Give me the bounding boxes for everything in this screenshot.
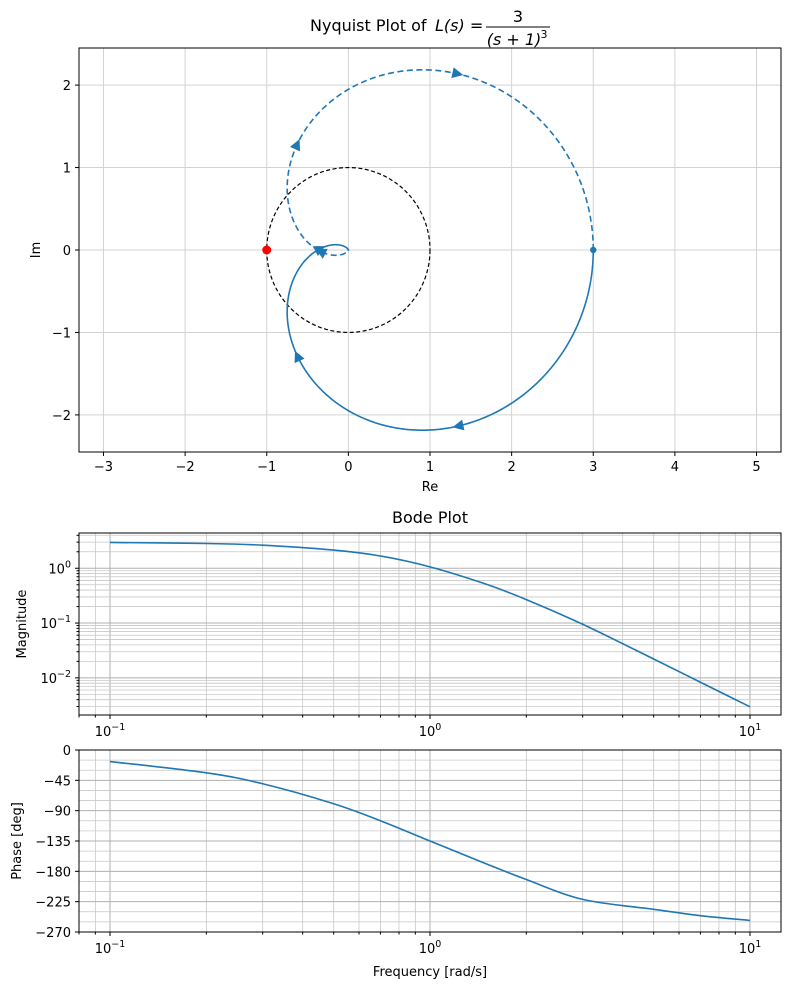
nyquist-direction-arrow [315, 248, 328, 259]
bode-magnitude-data [110, 541, 751, 708]
nyquist-x-tick-label: −3 [94, 460, 113, 475]
nyquist-x-tick-label: 2 [507, 460, 515, 475]
bode-magnitude-x-tick-label: 10−1 [95, 722, 126, 740]
nyquist-direction-arrow [451, 67, 464, 79]
nyquist-curve-positive-freq [286, 243, 595, 432]
nyquist-title: Nyquist Plot of L(s) = 3(s + 1) 3 [310, 7, 550, 49]
bode-phase-curve [109, 760, 751, 922]
nyquist-y-tick-label: 0 [63, 244, 71, 259]
nyquist-x-tick-label: −1 [257, 460, 276, 475]
bode-phase-x-tick-label: 10−1 [95, 939, 126, 957]
nyquist-title-numerator: 3 [513, 7, 523, 26]
nyquist-x-tick-label: −2 [176, 460, 195, 475]
nyquist-y-tick-label: 2 [63, 79, 71, 94]
nyquist-frame [78, 47, 782, 453]
nyquist-x-tick-label: 3 [589, 460, 597, 475]
bode-magnitude-x-tick-label: 101 [739, 722, 762, 740]
bode-phase-y-tick-label: −45 [44, 774, 71, 789]
bode-phase-y-tick-label: −90 [44, 805, 71, 820]
nyquist-x-label: Re [422, 480, 438, 495]
bode-magnitude-x-tick-label: 100 [419, 722, 442, 740]
nyquist-start-point [590, 246, 597, 254]
nyquist-plot: −3 −2 −1 0 1 2 3 4 5 −2 −1 0 1 2 Re Im Nyquist Plot of L(… [29, 7, 782, 495]
bode-phase-x-tick-label: 100 [419, 939, 442, 957]
bode-title: Bode Plot [392, 508, 468, 527]
nyquist-title-denominator: (s + 1) [487, 30, 542, 49]
nyquist-curve-negative-freq [286, 68, 595, 257]
nyquist-direction-arrow [452, 419, 465, 431]
nyquist-title-text: Nyquist Plot of [310, 16, 427, 35]
bode-magnitude-y-label: Magnitude [15, 590, 30, 659]
nyquist-x-tick-label: 4 [671, 460, 679, 475]
bode-magnitude: Bode Plot Magnitude [15, 508, 782, 719]
bode-phase-x-tick-label: 101 [739, 939, 762, 957]
nyquist-y-label: Im [29, 242, 44, 259]
bode-phase-y-tick-label: 0 [63, 744, 71, 759]
bode-magnitude-curve [110, 541, 751, 708]
bode-phase: 0 −45 −90 −135 −180 −225 −270 Phase [deg] Freque… [10, 744, 782, 980]
nyquist-y-tick-label: 1 [63, 162, 71, 177]
critical-point [262, 245, 272, 255]
nyquist-data [262, 67, 597, 432]
bode-magnitude-y-tick-label: 10−1 [40, 614, 71, 632]
bode-phase-y-tick-label: −135 [35, 835, 71, 850]
bode-magnitude-frame [78, 532, 782, 716]
bode-phase-y-tick-label: −180 [35, 865, 71, 880]
bode-phase-data [109, 760, 751, 922]
bode-phase-y-label: Phase [deg] [10, 802, 25, 880]
nyquist-y-tick-label: −2 [52, 409, 71, 424]
bode-magnitude-y-tick-label: 100 [48, 559, 71, 577]
nyquist-title-lhs: L(s) = [435, 16, 483, 35]
bode-phase-y-tick-label: −270 [35, 926, 71, 941]
nyquist-direction-arrow [294, 350, 305, 364]
nyquist-x-tick-label: 1 [426, 460, 434, 475]
nyquist-x-tick-label: 5 [752, 460, 760, 475]
bode-magnitude-y-tick-label: 10−2 [40, 669, 71, 687]
nyquist-direction-arrow [290, 139, 301, 152]
bode-phase-x-label: Frequency [rad/s] [373, 965, 487, 980]
nyquist-x-tick-label: 0 [344, 460, 352, 475]
nyquist-title-exponent: 3 [541, 28, 548, 41]
bode-phase-frame [78, 749, 782, 933]
bode-phase-y-tick-label: −225 [35, 896, 71, 911]
nyquist-y-tick-label: −1 [52, 326, 71, 341]
